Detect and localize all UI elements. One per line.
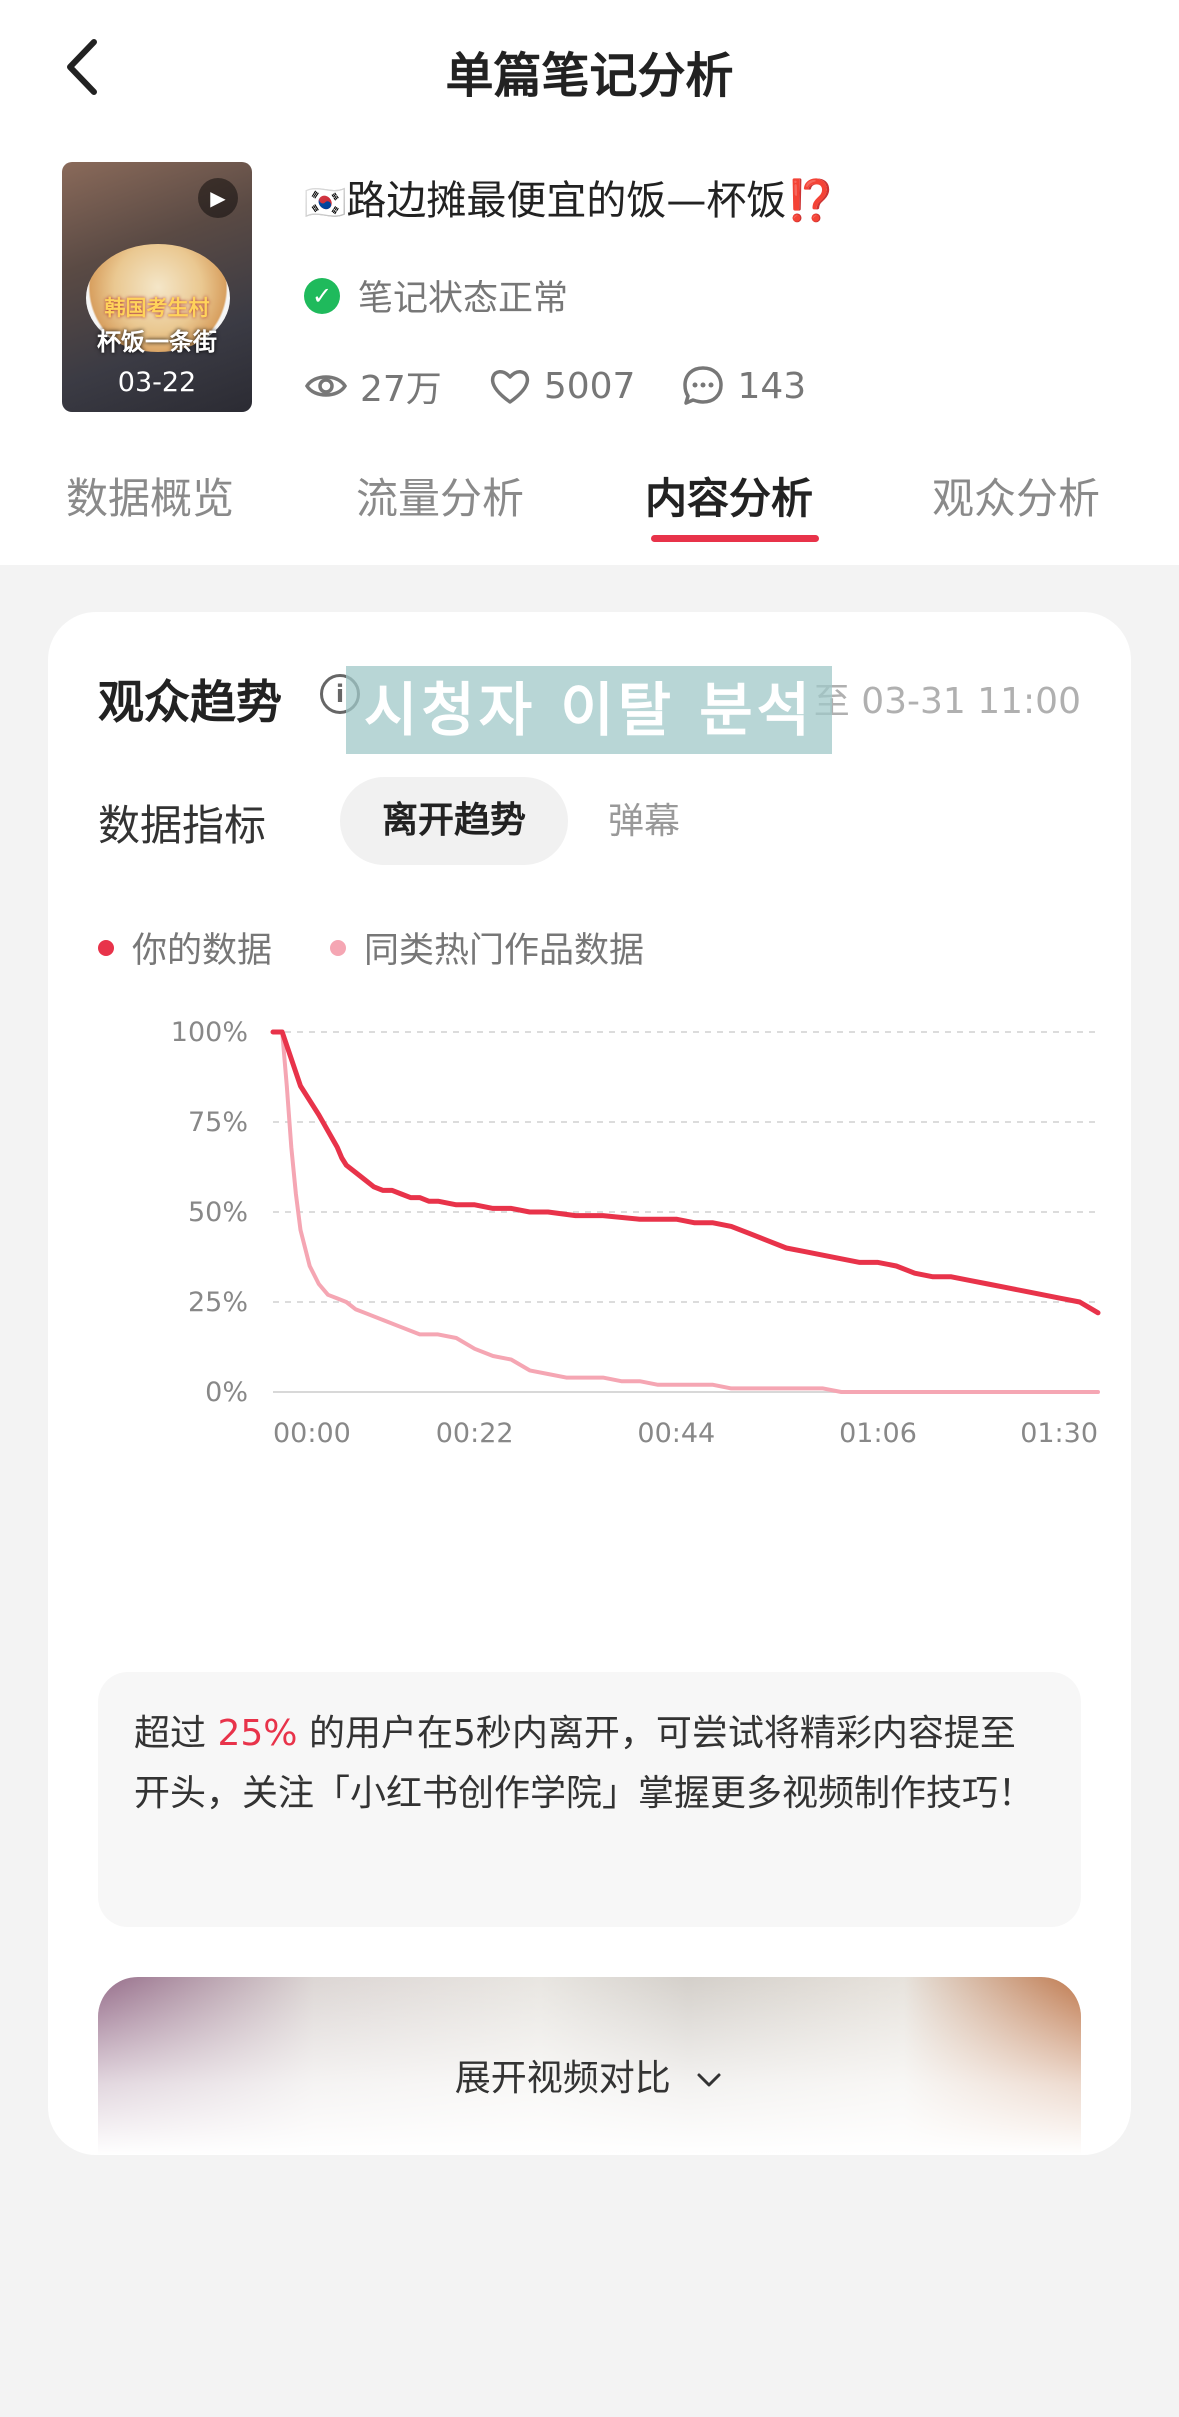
chevron-down-icon xyxy=(697,2073,721,2087)
likes-stat: 5007 xyxy=(488,364,636,408)
tip-highlight: 25% xyxy=(217,1713,298,1754)
y-tick-label: 50% xyxy=(188,1197,248,1228)
tab-audience[interactable]: 观众分析 xyxy=(932,474,1101,523)
x-tick-label: 01:06 xyxy=(839,1418,917,1449)
note-title-text: 路边摊最便宜的饭—杯饭 xyxy=(346,178,787,224)
thumbnail-caption-bottom: 杯饭一条街 xyxy=(97,328,217,356)
status-text: 笔记状态正常 xyxy=(358,279,569,319)
translation-overlay: 시청자 이탈 분석 xyxy=(346,666,832,754)
legend-dot-icon xyxy=(330,939,347,956)
korea-flag-icon: 🇰🇷 xyxy=(304,183,347,223)
insight-tip: 超过 25% 的用户在5秒内离开，可尝试将精彩内容提至开头，关注「小红书创作学院… xyxy=(98,1672,1081,1927)
chevron-left-icon xyxy=(67,39,97,95)
x-tick-label: 00:22 xyxy=(436,1418,514,1449)
x-tick-label: 01:30 xyxy=(1020,1418,1098,1449)
likes-count: 5007 xyxy=(543,365,636,407)
note-stats: 27万 5007 143 xyxy=(304,360,852,412)
metric-leave-trend-button[interactable]: 离开趋势 xyxy=(340,777,568,865)
legend-label-compare: 同类热门作品数据 xyxy=(364,931,645,971)
chart-legend: 你的数据 同类热门作品数据 xyxy=(98,922,702,973)
x-tick-label: 00:44 xyxy=(637,1418,715,1449)
active-tab-indicator xyxy=(651,535,819,542)
tab-content[interactable]: 内容分析 xyxy=(645,474,814,523)
date-range: 至 03-31 11:00 xyxy=(813,681,1081,722)
series-line-yours xyxy=(270,1029,1101,1316)
legend-dot-icon xyxy=(98,939,114,956)
tab-overview[interactable]: 数据概览 xyxy=(66,474,235,523)
views-count: 27万 xyxy=(360,369,442,410)
legend-item-yours: 你的数据 xyxy=(98,922,272,973)
comment-icon xyxy=(683,366,724,405)
top-section: 单篇笔记分析 ▶ 韩国考生村 杯饭一条街 03-22 🇰🇷路边摊最便宜的饭—杯饭… xyxy=(0,0,1179,565)
y-tick-label: 75% xyxy=(188,1107,248,1138)
interrobang-icon: ⁉️ xyxy=(786,178,837,224)
thumbnail-date: 03-22 xyxy=(117,367,197,398)
note-thumbnail[interactable]: ▶ 韩国考生村 杯饭一条街 03-22 xyxy=(62,162,252,412)
metric-label: 数据指标 xyxy=(98,801,267,850)
y-tick-label: 25% xyxy=(188,1287,248,1318)
tab-traffic[interactable]: 流量分析 xyxy=(356,474,525,523)
food-image xyxy=(86,244,230,352)
x-tick-label: 00:00 xyxy=(273,1418,351,1449)
series-line-compare xyxy=(271,1030,1100,1394)
video-compare-preview[interactable]: 展开视频对比 xyxy=(98,1977,1081,2155)
back-button[interactable] xyxy=(58,32,108,102)
eye-icon xyxy=(304,375,348,397)
comments-count: 143 xyxy=(737,365,807,407)
tip-suffix: 的用户在5秒内离开，可尝试将精彩内容提至开头，关注「小红书创作学院」掌握更多视频… xyxy=(134,1713,1035,1814)
thumbnail-caption-top: 韩国考生村 xyxy=(104,296,210,320)
note-status: ✓ 笔记状态正常 xyxy=(304,270,568,321)
comments-stat: 143 xyxy=(681,364,806,408)
expand-video-compare-button[interactable]: 展开视频对比 xyxy=(98,2049,1081,2101)
legend-label-yours: 你的数据 xyxy=(132,931,273,971)
views-stat: 27万 xyxy=(304,360,442,412)
y-tick-label: 0% xyxy=(205,1377,248,1408)
tip-prefix: 超过 xyxy=(134,1713,207,1754)
metric-danmaku-button[interactable]: 弹幕 xyxy=(608,801,681,842)
play-icon: ▶ xyxy=(198,178,238,218)
expand-label: 展开视频对比 xyxy=(454,2058,671,2099)
page-title: 单篇笔记分析 xyxy=(445,48,734,104)
analysis-tabs: 数据概览 流量分析 内容分析 观众分析 xyxy=(0,465,1179,545)
legend-item-compare: 同类热门作品数据 xyxy=(330,922,644,973)
audience-trend-card: 观众趋势 i 至 03-31 11:00 시청자 이탈 분석 数据指标 离开趋势… xyxy=(48,612,1131,2155)
check-circle-icon: ✓ xyxy=(304,277,340,314)
note-title: 🇰🇷路边摊最便宜的饭—杯饭⁉️ xyxy=(304,168,836,226)
card-title: 观众趋势 xyxy=(98,675,282,729)
heart-icon xyxy=(490,370,529,404)
y-tick-label: 100% xyxy=(171,1017,248,1048)
retention-chart: 0% 25% 50% 75% 100% 00:00 00:22 00:44 01:06 01:30 xyxy=(171,1017,1101,1449)
